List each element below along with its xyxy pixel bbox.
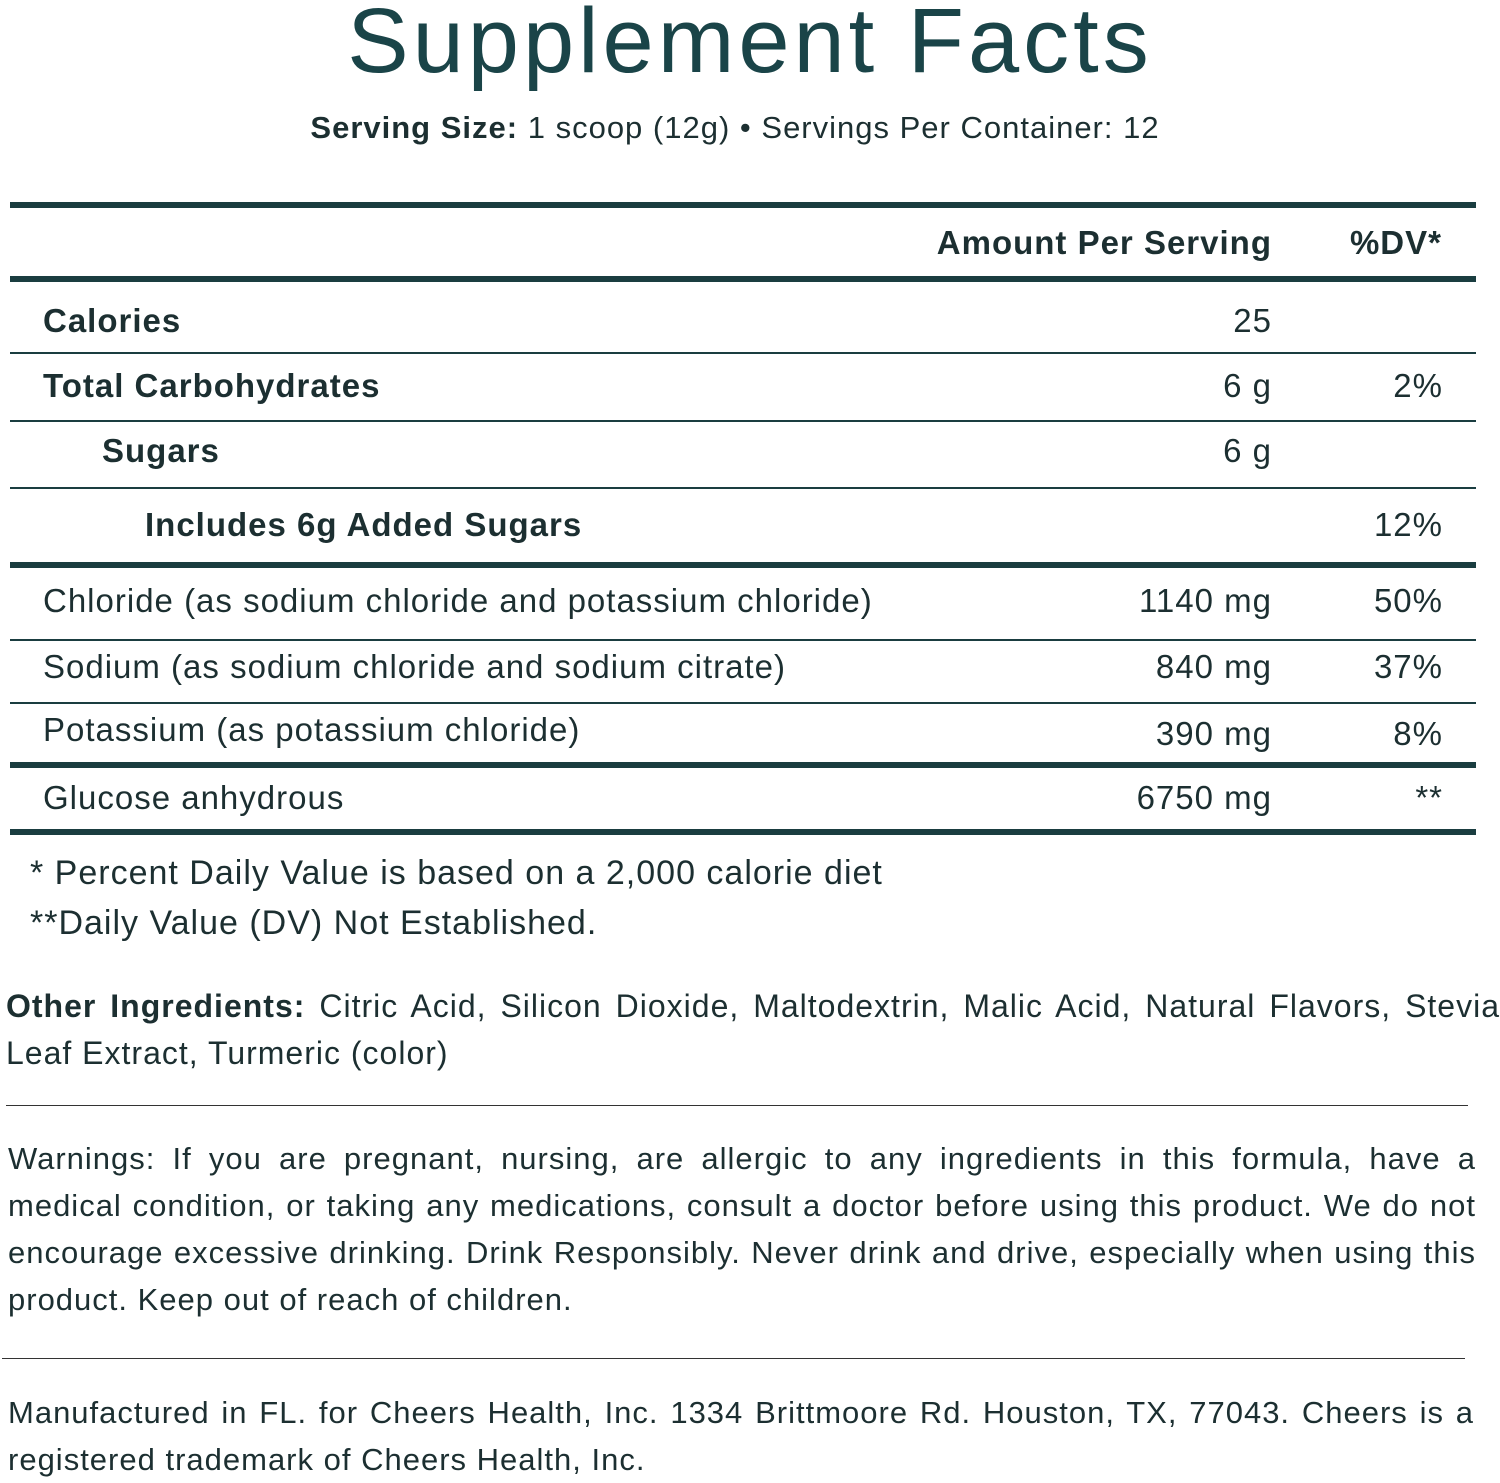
nutrient-dv: 2%: [1393, 367, 1443, 404]
table-row: Chloride (as sodium chloride and potassi…: [10, 582, 1476, 622]
divider: [10, 202, 1476, 208]
nutrient-name: Sugars: [102, 432, 220, 469]
manufacturer-info: Manufactured in FL. for Cheers Health, I…: [8, 1395, 1474, 1477]
divider: [10, 420, 1476, 422]
nutrient-amount: 6750 mg: [1136, 779, 1272, 816]
divider: [10, 352, 1476, 354]
warnings: Warnings: If you are pregnant, nursing, …: [8, 1141, 1476, 1317]
nutrient-amount: 6 g: [1223, 432, 1272, 469]
footnote-dv: * Percent Daily Value is based on a 2,00…: [30, 854, 883, 892]
divider: [10, 562, 1476, 568]
divider: [10, 702, 1476, 704]
table-header: Amount Per Serving %DV*: [10, 224, 1476, 264]
divider: [10, 487, 1476, 489]
other-ingredients: Other Ingredients: Citric Acid, Silicon …: [6, 983, 1500, 1077]
nutrient-dv: 37%: [1373, 648, 1443, 685]
nutrient-dv: 12%: [1373, 506, 1443, 543]
nutrient-name: Sodium (as sodium chloride and sodium ci…: [43, 648, 786, 685]
table-row: Potassium (as potassium chloride) 390 mg…: [10, 711, 1476, 752]
nutrient-amount: 390 mg: [1155, 715, 1272, 752]
amount-header: Amount Per Serving: [936, 224, 1272, 261]
nutrient-name: Chloride (as sodium chloride and potassi…: [43, 582, 873, 619]
servings-per-container: Servings Per Container: 12: [761, 110, 1160, 145]
table-row: Sugars 6 g: [10, 432, 1476, 472]
nutrient-amount: 25: [1233, 302, 1272, 339]
serving-size-label: Serving Size:: [310, 110, 519, 145]
page-title: Supplement Facts: [347, 0, 1153, 92]
other-ingredients-label: Other Ingredients:: [6, 988, 306, 1024]
nutrient-amount: 6 g: [1223, 367, 1272, 404]
nutrient-amount: 1140 mg: [1139, 582, 1272, 619]
serving-info: Serving Size: 1 scoop (12g) • Servings P…: [0, 110, 1470, 146]
nutrient-name: Glucose anhydrous: [43, 779, 345, 816]
nutrient-name: Calories: [43, 302, 182, 339]
other-ingredients-text: Citric Acid, Silicon Dioxide, Maltodextr…: [6, 988, 1500, 1071]
table-row: Calories 25: [10, 302, 1476, 342]
nutrient-amount: 840 mg: [1155, 648, 1272, 685]
footnote-not-established: **Daily Value (DV) Not Established.: [30, 904, 598, 942]
table-row: Includes 6g Added Sugars 12%: [10, 506, 1476, 546]
nutrient-dv: 50%: [1373, 582, 1443, 619]
separator: •: [739, 110, 752, 145]
table-row: Glucose anhydrous 6750 mg **: [10, 779, 1476, 819]
divider: [2, 1358, 1465, 1359]
table-row: Total Carbohydrates 6 g 2%: [10, 367, 1476, 407]
divider: [10, 276, 1476, 282]
serving-size-value: 1 scoop (12g): [527, 110, 731, 145]
nutrient-name: Total Carbohydrates: [43, 367, 381, 404]
nutrient-name: Includes 6g Added Sugars: [145, 506, 583, 543]
divider: [6, 1105, 1468, 1106]
divider: [10, 762, 1476, 768]
nutrient-dv: **: [1415, 779, 1443, 816]
divider: [10, 639, 1476, 641]
dv-header: %DV*: [1349, 224, 1442, 261]
divider: [10, 829, 1476, 835]
nutrient-name: Potassium (as potassium chloride): [43, 711, 581, 748]
nutrient-dv: 8%: [1393, 715, 1443, 752]
table-row: Sodium (as sodium chloride and sodium ci…: [10, 648, 1476, 688]
